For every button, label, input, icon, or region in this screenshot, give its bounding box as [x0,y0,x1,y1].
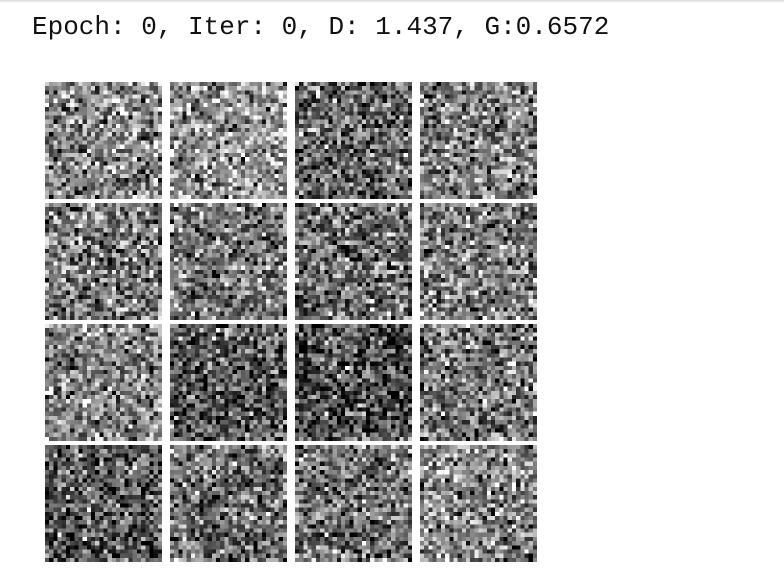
generated-sample-image [295,203,412,320]
noise-pixels [420,324,537,441]
noise-pixels [295,324,412,441]
training-status: Epoch: 0, Iter: 0, D: 1.437, G:0.6572 [32,12,610,42]
noise-pixels [45,324,162,441]
noise-pixels [420,203,537,320]
generated-sample-image [170,82,287,199]
noise-pixels [45,82,162,199]
noise-pixels [45,445,162,562]
noise-pixels [170,324,287,441]
noise-pixels [45,203,162,320]
generated-sample-image [420,324,537,441]
generated-sample-image [170,324,287,441]
generated-sample-image [45,445,162,562]
generated-sample-image [420,203,537,320]
generated-sample-image [295,324,412,441]
noise-pixels [295,82,412,199]
noise-pixels [295,445,412,562]
generated-sample-image [295,445,412,562]
noise-pixels [295,203,412,320]
output-top-edge [0,0,784,3]
generated-sample-image [295,82,412,199]
noise-pixels [420,445,537,562]
generated-sample-image [45,82,162,199]
generated-sample-image [45,324,162,441]
generated-sample-image [170,203,287,320]
noise-pixels [170,203,287,320]
noise-pixels [420,82,537,199]
generated-sample-grid [45,82,537,562]
noise-pixels [170,445,287,562]
generated-sample-image [170,445,287,562]
generated-sample-image [420,82,537,199]
noise-pixels [170,82,287,199]
generated-sample-image [420,445,537,562]
generated-sample-image [45,203,162,320]
